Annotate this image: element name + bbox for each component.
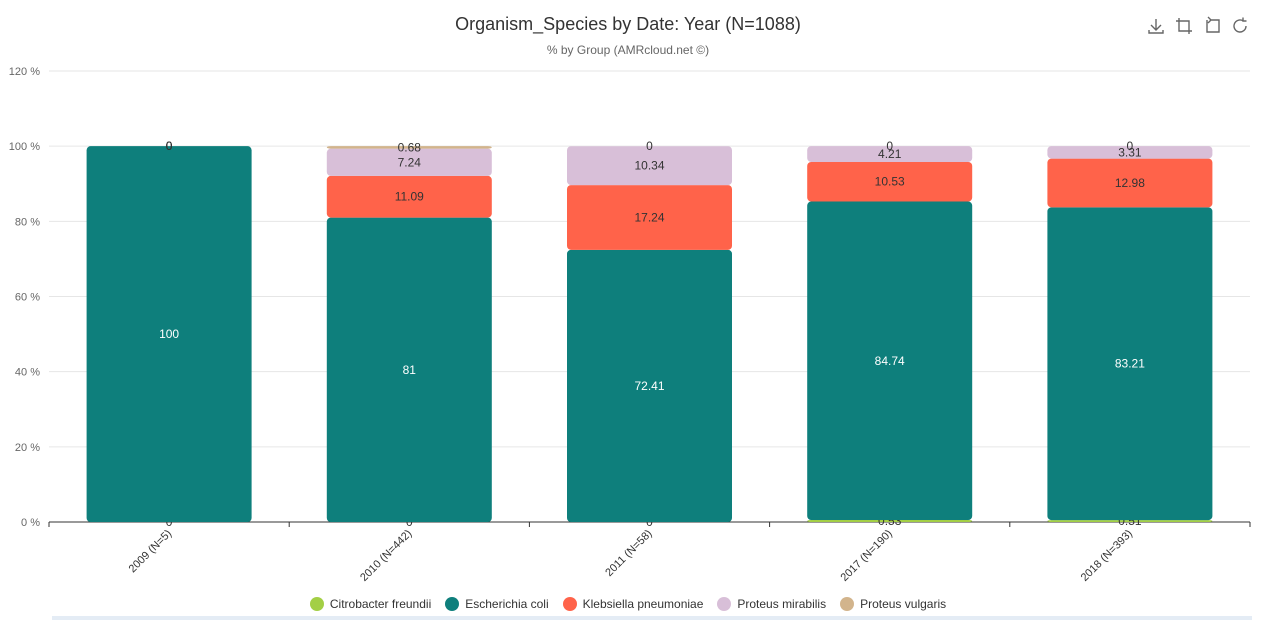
data-label: 4.21 [878,147,902,161]
crop-icon[interactable] [1174,16,1194,36]
legend-item[interactable]: Citrobacter freundii [309,597,432,611]
refresh-icon[interactable] [1230,16,1250,36]
data-label: 84.74 [875,354,905,368]
x-tick-label: 2017 (N=190) [839,528,895,584]
data-label: 10.53 [875,175,905,189]
legend-label: Proteus vulgaris [860,597,947,611]
x-tick-label: 2010 (N=442) [358,528,414,584]
y-tick-label: 0 % [21,517,40,529]
y-tick-label: 40 % [15,367,40,379]
data-label: 83.21 [1115,357,1145,371]
legend-label: Klebsiella pneumoniae [582,597,704,611]
data-label: 11.09 [395,190,424,204]
y-tick-label: 20 % [15,442,40,454]
x-tick-label: 2009 (N=5) [127,528,175,576]
data-label: 0 [886,139,893,153]
data-label: 72.41 [634,379,664,393]
data-label: 100 [159,327,179,341]
restore-icon[interactable] [1202,16,1222,36]
chart-plot-area: 0 % 20 % 40 % 60 % 80 % 100 % 120 % 0 100 0 0 0 2009… [9,66,1251,584]
legend-item[interactable]: Proteus vulgaris [840,597,946,611]
download-icon[interactable] [1146,16,1166,36]
legend-label: Escherichia coli [465,597,549,611]
legend-item[interactable]: Klebsiella pneumoniae [562,597,704,611]
data-label: 17.24 [634,210,664,224]
chart-toolbar [1146,16,1250,36]
bar-segment [1047,520,1213,522]
data-label: 3.31 [1118,145,1142,159]
legend-marker [309,597,324,611]
data-label: 10.34 [634,159,664,173]
bar-segment [807,201,973,521]
chart-title: Organism_Species by Date: Year (N=1088) [455,14,801,34]
data-label: 0 [166,139,173,153]
bar-segment [807,146,973,162]
bar-segment [326,146,492,149]
data-label: 0 [1127,139,1134,153]
x-tick-label: 2018 (N=393) [1079,528,1135,584]
bar-segment [807,520,973,522]
data-label: 0 [166,139,173,153]
legend-marker [717,597,732,611]
bar-segment [326,175,492,218]
data-label: 0 [166,139,173,153]
legend-marker [562,597,577,611]
bar-segment [86,146,252,522]
data-label: 0.68 [398,140,422,154]
bar-segment [567,146,732,186]
scroll-strip [52,616,1252,620]
data-label: 12.98 [1115,176,1145,190]
legend-item[interactable]: Proteus mirabilis [717,597,826,611]
y-tick-label: 80 % [15,216,40,228]
y-tick-label: 60 % [15,292,40,304]
legend-item[interactable]: Escherichia coli [445,597,549,611]
x-tick-label: 2011 (N=58) [603,528,654,579]
data-label: 7.24 [398,155,422,169]
chart-legend: Citrobacter freundii Escherichia coli Kleb… [0,597,1256,611]
legend-marker [840,597,855,611]
bar-segment [1047,158,1213,208]
bar-segment [807,161,973,202]
chart-subtitle: % by Group (AMRcloud.net ©) [546,43,710,57]
data-label: 81 [403,363,417,377]
legend-label: Proteus mirabilis [737,597,827,611]
bar-segment [1047,146,1213,159]
legend-label: Citrobacter freundii [329,597,432,611]
data-label: 0 [646,139,653,153]
y-tick-label: 120 % [9,66,40,78]
bar-segment [326,148,492,176]
bar-segment [567,249,732,523]
y-tick-label: 100 % [9,141,40,153]
bar-segment [567,185,732,250]
legend-marker [445,597,460,611]
bar-segment [326,217,492,522]
bar-segment [1047,207,1213,521]
